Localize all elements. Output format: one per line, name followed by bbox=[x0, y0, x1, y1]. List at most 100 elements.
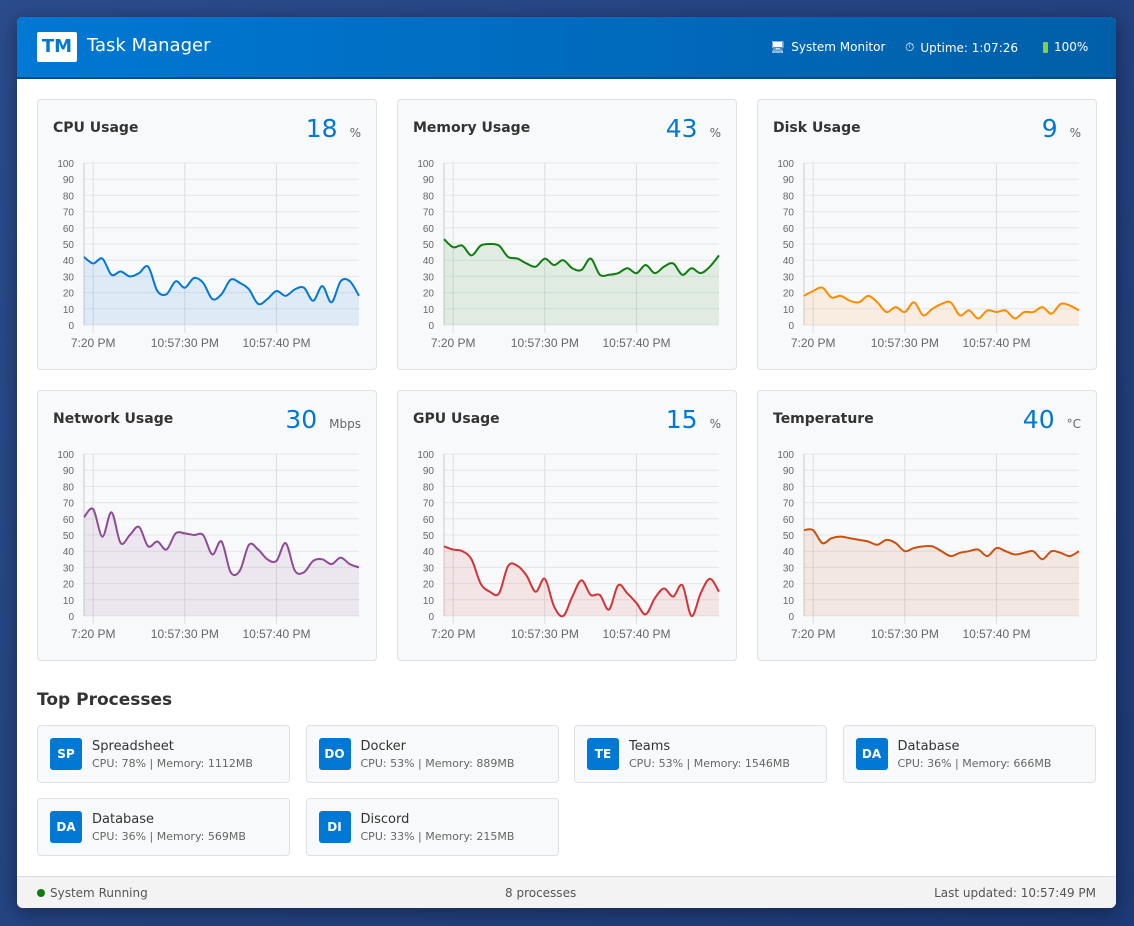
y-tick-label: 0 bbox=[68, 321, 74, 332]
temperature-title: Temperature bbox=[773, 411, 874, 427]
y-tick-label: 10 bbox=[63, 596, 75, 607]
y-tick-label: 100 bbox=[777, 450, 794, 461]
process-name: Database bbox=[92, 812, 155, 827]
y-tick-label: 60 bbox=[63, 515, 75, 526]
uptime-status: ⏱ Uptime: 1:07:26 bbox=[905, 40, 1018, 55]
x-tick-label: 7:20 PM bbox=[791, 627, 836, 641]
x-tick-label: 10:57:40 PM bbox=[962, 336, 1030, 350]
y-tick-label: 40 bbox=[423, 256, 435, 267]
process-card[interactable]: DA Database CPU: 36% | Memory: 666MB bbox=[842, 725, 1096, 783]
y-tick-label: 70 bbox=[783, 208, 795, 219]
process-name: Discord bbox=[360, 812, 410, 827]
y-tick-label: 50 bbox=[423, 240, 435, 251]
process-name: Docker bbox=[360, 739, 407, 754]
y-tick-label: 90 bbox=[423, 175, 435, 186]
y-tick-label: 40 bbox=[63, 256, 75, 267]
x-tick-label: 10:57:40 PM bbox=[602, 336, 670, 350]
status-bar: System Running 8 processes Last updated:… bbox=[17, 876, 1116, 908]
x-tick-label: 10:57:40 PM bbox=[242, 627, 310, 641]
process-count: 8 processes bbox=[505, 886, 577, 900]
disk-area-fill bbox=[804, 287, 1079, 325]
network-area-fill bbox=[84, 508, 359, 616]
process-card[interactable]: DA Database CPU: 36% | Memory: 569MB bbox=[37, 798, 290, 856]
network-title: Network Usage bbox=[53, 411, 174, 427]
y-tick-label: 100 bbox=[417, 450, 434, 461]
y-tick-label: 50 bbox=[783, 531, 795, 542]
y-tick-label: 70 bbox=[783, 499, 795, 510]
gpu-series-line bbox=[443, 545, 720, 618]
process-card[interactable]: SP Spreadsheet CPU: 78% | Memory: 1112MB bbox=[37, 725, 290, 783]
x-tick-label: 10:57:30 PM bbox=[151, 627, 219, 641]
cpu-value-group: 18% bbox=[306, 114, 361, 143]
process-stats: CPU: 78% | Memory: 1112MB bbox=[92, 757, 253, 770]
x-tick-label: 7:20 PM bbox=[431, 627, 476, 641]
y-tick-label: 30 bbox=[423, 272, 435, 283]
y-tick-label: 60 bbox=[783, 224, 795, 235]
process-card[interactable]: TE Teams CPU: 53% | Memory: 1546MB bbox=[574, 725, 827, 783]
y-tick-label: 20 bbox=[783, 580, 795, 591]
y-tick-label: 0 bbox=[68, 612, 74, 623]
y-tick-label: 40 bbox=[783, 256, 795, 267]
network-unit: Mbps bbox=[329, 417, 361, 431]
network-value: 30 bbox=[285, 405, 318, 434]
y-tick-label: 80 bbox=[783, 191, 795, 202]
process-badge: DO bbox=[318, 738, 351, 770]
x-tick-label: 7:20 PM bbox=[71, 627, 116, 641]
y-tick-label: 90 bbox=[63, 175, 75, 186]
y-tick-label: 10 bbox=[423, 305, 435, 316]
y-tick-label: 40 bbox=[783, 547, 795, 558]
gpu-card: GPU Usage 15% 100 90 80 70 60 50 40 30 20 10 0 7:20 … bbox=[397, 390, 737, 661]
y-tick-label: 20 bbox=[423, 289, 435, 300]
y-tick-label: 60 bbox=[783, 515, 795, 526]
temperature-value: 40 bbox=[1022, 405, 1055, 434]
stopwatch-icon: ⏱ bbox=[905, 40, 915, 54]
disk-unit: % bbox=[1069, 126, 1081, 140]
app-logo: TM bbox=[37, 32, 77, 62]
y-tick-label: 70 bbox=[63, 499, 75, 510]
process-stats: CPU: 33% | Memory: 215MB bbox=[360, 830, 515, 843]
gpu-value: 15 bbox=[665, 405, 698, 434]
network-series-line bbox=[83, 507, 360, 577]
x-tick-label: 10:57:30 PM bbox=[871, 336, 939, 350]
y-tick-label: 90 bbox=[783, 175, 795, 186]
process-card[interactable]: DI Discord CPU: 33% | Memory: 215MB bbox=[305, 798, 559, 856]
temperature-unit: °C bbox=[1066, 417, 1081, 431]
memory-unit: % bbox=[709, 126, 721, 140]
disk-series-line bbox=[803, 286, 1080, 320]
disk-title: Disk Usage bbox=[773, 120, 861, 136]
disk-value-group: 9% bbox=[1042, 114, 1081, 143]
process-card[interactable]: DO Docker CPU: 53% | Memory: 889MB bbox=[305, 725, 559, 783]
status-dot-icon bbox=[37, 889, 45, 897]
y-tick-label: 50 bbox=[783, 240, 795, 251]
memory-value: 43 bbox=[665, 114, 698, 143]
y-tick-label: 90 bbox=[783, 466, 795, 477]
process-stats: CPU: 36% | Memory: 666MB bbox=[897, 757, 1052, 770]
y-tick-label: 20 bbox=[63, 580, 75, 591]
process-badge: TE bbox=[587, 738, 619, 770]
y-tick-label: 30 bbox=[63, 563, 75, 574]
battery-label: 100% bbox=[1054, 40, 1089, 54]
process-badge: DA bbox=[50, 811, 82, 843]
y-tick-label: 30 bbox=[783, 563, 795, 574]
process-name: Teams bbox=[629, 739, 671, 754]
x-tick-label: 10:57:30 PM bbox=[511, 336, 579, 350]
y-tick-label: 30 bbox=[423, 563, 435, 574]
process-badge: DA bbox=[855, 738, 888, 770]
y-tick-label: 10 bbox=[63, 305, 75, 316]
process-name: Database bbox=[897, 739, 960, 754]
x-tick-label: 7:20 PM bbox=[791, 336, 836, 350]
temperature-card: Temperature 40 °C 100 90 80 70 60 50 40 30 20 10 0 7:… bbox=[757, 390, 1097, 661]
process-stats: CPU: 53% | Memory: 1546MB bbox=[629, 757, 790, 770]
cpu-title: CPU Usage bbox=[53, 120, 139, 136]
y-tick-label: 60 bbox=[423, 515, 435, 526]
y-tick-label: 80 bbox=[423, 191, 435, 202]
gpu-unit: % bbox=[709, 417, 721, 431]
y-tick-label: 100 bbox=[417, 159, 434, 170]
temperature-series-line bbox=[803, 528, 1080, 561]
system-status-label: System Running bbox=[50, 886, 148, 900]
